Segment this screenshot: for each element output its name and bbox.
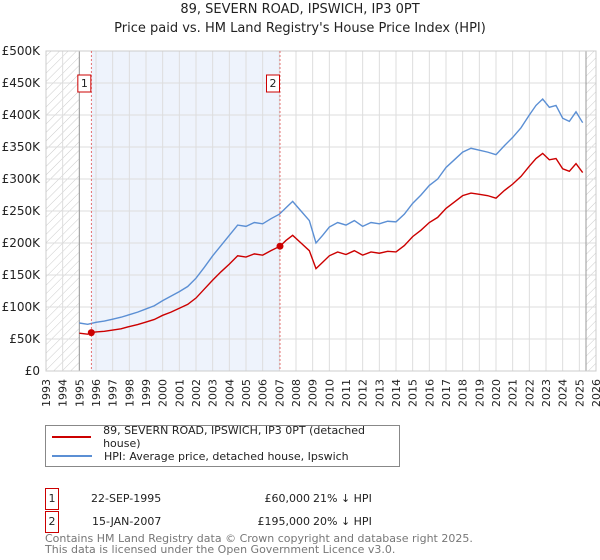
chart-title: 89, SEVERN ROAD, IPSWICH, IP3 0PT (180, 2, 420, 17)
x-tick-label: 2014 (390, 379, 403, 407)
property-price-line (79, 152, 584, 335)
x-tick-label: 2007 (273, 379, 286, 407)
legend-red-line (52, 436, 92, 438)
x-tick-label: 2021 (507, 379, 520, 407)
x-tick-label: 2001 (173, 379, 186, 407)
transaction-row-1: 1 22-SEP-1995 £60,000 21% ↓ HPI (45, 488, 445, 510)
marker-badge-1: 1 (45, 488, 59, 510)
x-tick-label: 2005 (240, 379, 253, 407)
y-tick-label: £350K (2, 140, 42, 154)
transaction-hpi: 21% ↓ HPI (313, 492, 372, 505)
x-tick-label: 2009 (307, 379, 320, 407)
x-tick-label: 2024 (557, 379, 570, 407)
x-tick-label: 1997 (107, 379, 120, 407)
y-tick-label: £150K (2, 268, 42, 282)
y-tick-label: £250K (2, 204, 42, 218)
x-tick-label: 2010 (323, 379, 336, 407)
transaction-price: £60,000 (264, 492, 311, 505)
y-tick-label: £100K (2, 300, 42, 314)
sale-marker-label: 2 (270, 77, 277, 90)
plot-border (45, 50, 597, 372)
x-tick-label: 2023 (540, 379, 553, 407)
x-tick-label: 2008 (290, 379, 303, 407)
transaction-date: 15-JAN-2007 (92, 515, 162, 528)
x-tick-label: 1996 (90, 379, 103, 407)
x-tick-label: 1995 (73, 379, 86, 407)
legend: 89, SEVERN ROAD, IPSWICH, IP3 0PT (detac… (45, 424, 400, 467)
y-tick-label: £0 (25, 364, 40, 378)
x-tick-label: 1994 (57, 379, 70, 407)
x-tick-label: 2015 (407, 379, 420, 407)
x-tick-label: 2016 (423, 379, 436, 407)
sale-marker-label: 1 (81, 77, 88, 90)
x-tick-label: 2006 (257, 379, 270, 407)
legend-property: 89, SEVERN ROAD, IPSWICH, IP3 0PT (detac… (103, 424, 365, 450)
x-tick-label: 2026 (590, 379, 600, 407)
x-tick-label: 1999 (140, 379, 153, 407)
x-tick-label: 2003 (207, 379, 220, 407)
y-tick-label: £400K (2, 108, 42, 122)
price-chart: 1993 1994 1995 1996 1997 1998 1999 2000 2001 2002… (2, 44, 600, 407)
x-tick-label: 2002 (190, 379, 203, 407)
footer-line-2: This data is licensed under the Open Gov… (45, 543, 396, 556)
transaction-row-2: 2 15-JAN-2007 £195,000 20% ↓ HPI (45, 511, 445, 533)
transaction-date: 22-SEP-1995 (91, 492, 162, 505)
x-tick-label: 2004 (223, 379, 236, 407)
x-tick-label: 1998 (123, 379, 136, 407)
sale-marker-box (77, 74, 92, 93)
y-tick-label: £500K (2, 44, 42, 58)
x-tick-label: 2012 (357, 379, 370, 407)
sale-point (87, 329, 95, 337)
chart-subtitle: Price paid vs. HM Land Registry's House … (114, 21, 486, 36)
x-tick-label: 2000 (157, 379, 170, 407)
x-tick-label: 2013 (373, 379, 386, 407)
transaction-price: £195,000 (257, 515, 311, 528)
y-tick-label: £450K (2, 76, 42, 90)
x-tick-label: 2020 (490, 379, 503, 407)
legend-blue-line (52, 455, 92, 457)
y-tick-label: £300K (2, 172, 42, 186)
sale-point (276, 242, 284, 250)
y-tick-label: £50K (9, 332, 41, 346)
footer-line-1: Contains HM Land Registry data © Crown c… (45, 532, 473, 545)
footer: Contains HM Land Registry data © Crown c… (45, 533, 473, 555)
marker-badge-2: 2 (45, 511, 59, 533)
x-tick-label: 2017 (440, 379, 453, 407)
hpi-line (79, 97, 584, 325)
transaction-hpi: 20% ↓ HPI (313, 515, 372, 528)
x-tick-label: 2019 (473, 379, 486, 407)
y-tick-label: £200K (2, 236, 42, 250)
x-tick-label: 2025 (573, 379, 586, 407)
x-tick-label: 2018 (457, 379, 470, 407)
legend-hpi: HPI: Average price, detached house, Ipsw… (104, 449, 349, 463)
sale-marker-box (266, 74, 280, 93)
x-tick-label: 2011 (340, 379, 353, 407)
x-tick-label: 1993 (40, 379, 53, 407)
x-tick-label: 2022 (523, 379, 536, 407)
